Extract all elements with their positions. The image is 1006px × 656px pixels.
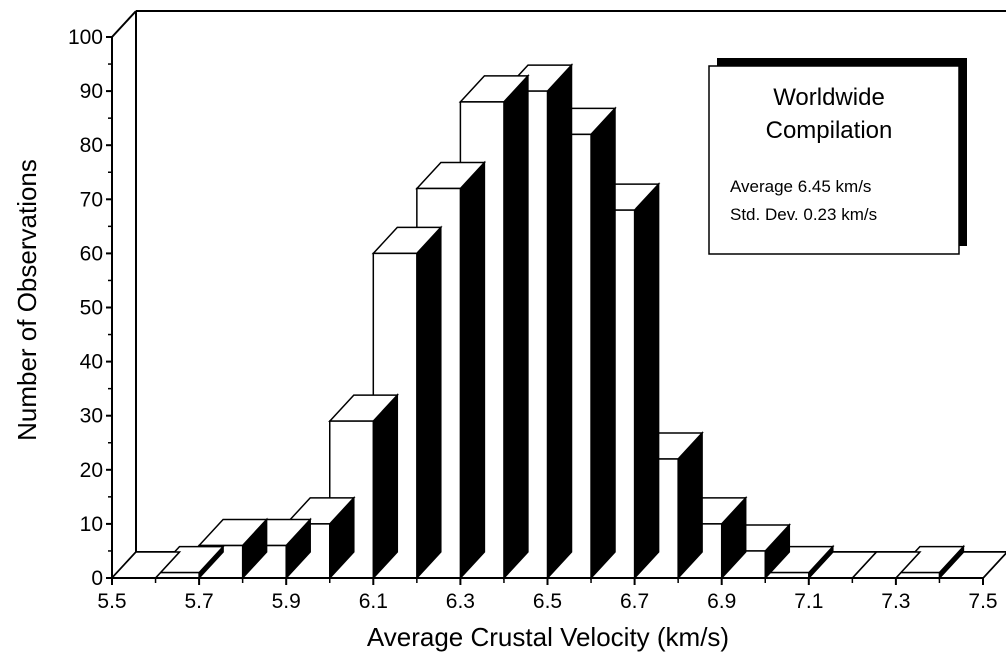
bar-side — [503, 73, 529, 580]
y-tick-label: 60 — [80, 242, 103, 265]
x-tick-label: 7.5 — [968, 590, 997, 613]
legend-std-dev: Std. Dev. 0.23 km/s — [730, 205, 877, 224]
y-tick-label: 10 — [80, 513, 103, 536]
y-axis-title: Number of Observations — [12, 159, 42, 441]
y-tick-label: 80 — [80, 134, 103, 157]
y-tick-label: 30 — [80, 405, 103, 428]
legend-title-line1: Worldwide — [773, 84, 885, 111]
x-axis: 5.5 5.7 5.9 6.1 6.3 6.5 6.7 6.9 7.1 7.3 7.5 — [97, 577, 998, 613]
x-axis-title: Average Crustal Velocity (km/s) — [367, 622, 729, 652]
legend-panel — [708, 65, 960, 255]
x-tick-label: 6.7 — [620, 590, 649, 613]
legend-average: Average 6.45 km/s — [730, 177, 871, 196]
bar-side — [633, 182, 660, 580]
x-tick-label: 5.7 — [184, 590, 213, 613]
y-tick-label: 50 — [80, 297, 103, 320]
bar-side — [372, 393, 399, 580]
y-tick-label: 40 — [80, 351, 103, 374]
bar-side — [416, 225, 442, 580]
x-tick-label: 7.3 — [881, 590, 910, 613]
bar-side — [546, 63, 573, 580]
bar-side — [459, 160, 486, 580]
bar-side — [590, 106, 616, 580]
y-tick-label: 0 — [91, 567, 103, 590]
x-tick-label: 6.1 — [359, 590, 388, 613]
x-tick-label: 5.5 — [97, 590, 126, 613]
legend-box: Worldwide Compilation Average 6.45 km/s … — [708, 58, 967, 255]
x-tick-label: 5.9 — [272, 590, 301, 613]
x-tick-label: 7.1 — [794, 590, 823, 613]
legend-title-line2: Compilation — [766, 117, 893, 144]
bar-6.1 — [371, 225, 443, 580]
y-tick-label: 100 — [68, 26, 103, 49]
y-axis: 0 10 20 30 40 50 60 70 80 90 100 — [68, 26, 113, 590]
x-tick-label: 6.3 — [446, 590, 475, 613]
y-tick-label: 70 — [80, 188, 103, 211]
x-tick-label: 6.5 — [533, 590, 562, 613]
x-tick-label: 6.9 — [707, 590, 736, 613]
bars — [110, 63, 1006, 580]
y-tick-label: 90 — [80, 80, 103, 103]
corner-top-edge — [111, 10, 137, 38]
y-tick-label: 20 — [80, 459, 103, 482]
